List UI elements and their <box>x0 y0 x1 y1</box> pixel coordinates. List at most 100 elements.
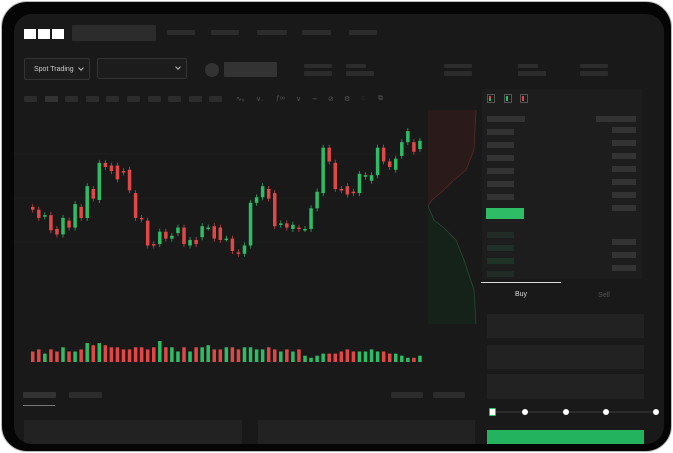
nav-item[interactable] <box>302 30 331 35</box>
candle <box>345 186 350 195</box>
slider-stop-100[interactable] <box>653 409 659 415</box>
order-card <box>258 420 475 444</box>
volume-bar <box>73 351 77 362</box>
volume-bar <box>103 345 108 362</box>
candle <box>103 162 108 167</box>
volume-bar <box>345 349 350 362</box>
volume-bar <box>194 347 198 362</box>
timeframe-button[interactable] <box>168 96 182 102</box>
volume-bar <box>188 351 192 362</box>
refresh-icon[interactable]: ◌ <box>361 95 366 102</box>
chevron-down-icon <box>78 65 84 71</box>
trend-line-icon[interactable]: ∼ <box>312 96 318 103</box>
volume-bar <box>285 349 289 362</box>
tab-order-history[interactable] <box>69 392 102 398</box>
settings-icon[interactable]: ⚙ <box>344 96 351 103</box>
volume-bar <box>333 353 337 362</box>
ask-amount <box>612 179 636 185</box>
volume-bar <box>37 349 41 362</box>
timeframe-button[interactable] <box>85 96 99 102</box>
pair-dropdown[interactable] <box>97 58 187 79</box>
bids-only-icon[interactable] <box>504 94 512 103</box>
draw-icon[interactable]: ⊘ <box>328 96 334 103</box>
volume-bar <box>31 351 35 362</box>
search-bar[interactable] <box>72 25 156 41</box>
candle <box>333 162 337 189</box>
volume-bar <box>182 347 186 362</box>
volume-bar <box>260 349 265 362</box>
candle <box>400 142 404 156</box>
tab-sell[interactable]: Sell <box>598 292 610 299</box>
timeframe-button[interactable] <box>65 96 79 102</box>
candle <box>67 220 71 228</box>
buy-button[interactable] <box>487 430 644 444</box>
asks-only-icon[interactable] <box>520 94 528 103</box>
market-type-dropdown[interactable]: Spot Trading <box>24 58 90 80</box>
volume-bar <box>351 351 356 362</box>
candle <box>139 217 144 220</box>
candle <box>309 208 313 229</box>
candle <box>127 169 132 191</box>
indicator-icon[interactable]: ∿ᵥ <box>236 96 245 103</box>
chevron-down-icon[interactable]: ∨ <box>296 96 302 103</box>
bid-amount <box>612 252 636 258</box>
slider-handle[interactable] <box>489 408 496 416</box>
volume-bar <box>67 351 71 362</box>
filter-button[interactable] <box>391 392 423 398</box>
volume-bar <box>363 351 368 362</box>
candle <box>176 227 180 234</box>
slider-stop-75[interactable] <box>603 409 609 415</box>
volume-bar <box>412 357 416 362</box>
timeframe-button[interactable] <box>24 96 37 102</box>
order-card <box>24 420 242 444</box>
volume-bar <box>218 349 223 362</box>
ask-price <box>487 168 514 174</box>
nav-item[interactable] <box>257 30 287 35</box>
orderbook-header-price <box>487 116 525 122</box>
okx-logo[interactable] <box>24 29 64 39</box>
timeframe-button[interactable] <box>188 96 202 102</box>
timeframe-button[interactable] <box>127 96 140 102</box>
pair-price <box>224 62 277 77</box>
fullscreen-icon[interactable]: ⧉ <box>378 95 383 102</box>
amount-input[interactable] <box>487 345 644 369</box>
slider-stop-50[interactable] <box>563 409 569 415</box>
timeframe-button[interactable] <box>209 96 223 102</box>
amount-slider[interactable] <box>489 408 659 416</box>
candle <box>303 228 307 231</box>
candle <box>285 223 289 228</box>
bid-price <box>487 258 514 264</box>
candle <box>381 147 386 162</box>
volume-bar <box>291 351 295 362</box>
timeframe-button[interactable] <box>106 96 120 102</box>
line-type-icon[interactable]: ∨. <box>256 96 264 103</box>
candle <box>194 239 198 245</box>
slider-stop-25[interactable] <box>522 409 528 415</box>
ask-price <box>487 181 514 187</box>
candle <box>339 188 344 191</box>
candle <box>218 227 223 240</box>
nav-item[interactable] <box>167 30 195 35</box>
tab-open-orders[interactable] <box>23 392 56 398</box>
timeframe-button[interactable] <box>44 96 58 102</box>
candle <box>418 140 422 150</box>
price-input[interactable] <box>487 314 644 338</box>
timeframe-button[interactable] <box>147 96 161 102</box>
nav-item[interactable] <box>211 30 239 35</box>
candlestick-chart[interactable] <box>14 110 484 370</box>
candle <box>291 224 295 229</box>
bid-price <box>487 245 514 251</box>
tab-buy[interactable]: Buy <box>514 291 528 298</box>
filter-button[interactable] <box>433 392 465 398</box>
candle <box>164 231 168 239</box>
volume-bar <box>139 347 144 362</box>
ask-amount <box>612 153 636 159</box>
ask-amount <box>612 140 636 146</box>
volume-bar <box>357 351 362 362</box>
function-icon[interactable]: ƒ∞ <box>276 95 285 102</box>
depth-asks-line <box>427 110 477 207</box>
nav-item[interactable] <box>349 30 377 35</box>
volume-bar <box>248 347 253 362</box>
both-sides-icon[interactable] <box>487 94 495 103</box>
total-input[interactable] <box>487 374 644 399</box>
